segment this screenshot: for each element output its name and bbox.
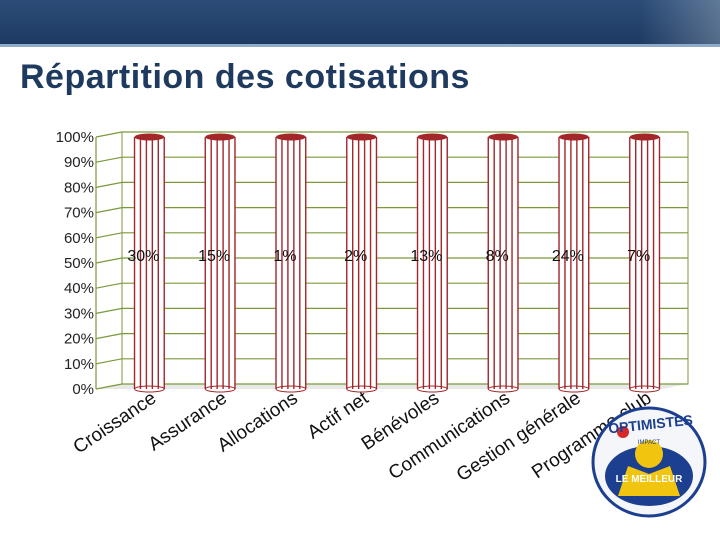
bar-top — [134, 133, 165, 141]
bar-column — [275, 133, 307, 393]
chart-gridline-side — [95, 257, 123, 264]
bar-base — [275, 385, 307, 393]
chart-gridline-side — [95, 333, 123, 340]
y-tick-label: 0% — [72, 381, 94, 398]
bar-value-label: 30% — [127, 248, 159, 265]
y-tick-label: 20% — [64, 331, 94, 348]
y-tick-label: 30% — [64, 305, 94, 322]
bar-body — [346, 137, 377, 389]
bar-top — [417, 133, 448, 141]
logo-subtitle-text: IMPACT — [638, 440, 661, 446]
chart-gridline-side — [95, 156, 123, 163]
chart-bars — [133, 133, 661, 393]
bar-base — [417, 385, 448, 393]
chart-gridline-side — [95, 131, 123, 138]
bar-value-label: 24% — [552, 248, 584, 265]
bar-value-label: 2% — [344, 248, 367, 265]
y-tick-label: 100% — [56, 129, 94, 146]
bar-base — [558, 385, 590, 393]
chart-gridline-side — [95, 207, 123, 214]
bar-base — [346, 385, 377, 393]
bar-body — [488, 137, 518, 389]
x-tick-label: Gestion générale — [453, 388, 585, 486]
chart-gridline-side — [95, 307, 123, 314]
bar-value-label: 13% — [410, 248, 442, 265]
logo-emblem-icon — [617, 426, 629, 438]
bar-body — [559, 137, 589, 389]
bar-column — [204, 133, 236, 393]
bar-column — [487, 133, 519, 393]
chart-gridline-side — [95, 282, 123, 289]
y-tick-label: 50% — [64, 255, 94, 272]
bar-top — [629, 133, 660, 141]
bar-base — [134, 385, 165, 393]
bar-top — [346, 133, 377, 141]
header-bar — [0, 0, 720, 44]
logo-figure-head — [635, 440, 663, 468]
bar-column — [416, 133, 448, 393]
bar-base — [204, 385, 236, 393]
bar-value-label: 1% — [273, 248, 296, 265]
y-tick-label: 90% — [64, 154, 94, 171]
y-tick-label: 80% — [64, 179, 94, 196]
chart-gridline-side — [95, 358, 123, 365]
bar-column — [346, 133, 378, 393]
y-tick-label: 70% — [64, 205, 94, 222]
bar-column — [133, 133, 165, 393]
y-tick-label: 40% — [64, 280, 94, 297]
bar-top — [488, 133, 518, 141]
bar-body — [417, 137, 448, 389]
chart-data-labels: 30% 15% 1% 2% 13% 8% 24% 7% — [127, 248, 650, 265]
logo-figure-body — [618, 466, 680, 496]
x-tick-label: Allocations — [214, 388, 302, 457]
bar-value-label: 8% — [486, 248, 509, 265]
bar-body — [134, 137, 165, 389]
y-tick-label: 60% — [64, 230, 94, 247]
bar-base — [629, 385, 660, 393]
bar-column — [629, 133, 661, 393]
y-tick-label: 10% — [64, 356, 94, 373]
slide-title: Répartition des cotisations — [20, 58, 470, 96]
chart-gridline-side — [95, 383, 123, 390]
bar-column — [558, 133, 590, 393]
bar-value-label: 15% — [198, 248, 230, 265]
chart-gridline-side — [95, 181, 123, 188]
bar-body — [629, 137, 660, 389]
x-tick-label: Communications — [385, 388, 514, 485]
chart-floor — [96, 384, 688, 389]
header-gloss — [640, 0, 720, 44]
bar-value-label: 7% — [627, 248, 650, 265]
x-tick-label: Croissance — [70, 388, 161, 459]
bar-top — [559, 133, 589, 141]
bar-base — [487, 385, 519, 393]
logo-badge-text: LE MEILLEUR — [616, 474, 683, 485]
chart-gridline-side — [95, 232, 123, 239]
bar-body — [276, 137, 306, 389]
chart-grid — [95, 131, 689, 390]
optimistes-logo: OPTIMISTES IMPACT LE MEILLEUR — [591, 406, 707, 518]
bar-top — [205, 133, 235, 141]
header-underline — [0, 44, 720, 47]
bar-top — [276, 133, 306, 141]
chart-y-axis: 0% 10% 20% 30% 40% 50% 60% 70% 80% 90% 100% — [56, 129, 94, 398]
bar-body — [205, 137, 235, 389]
